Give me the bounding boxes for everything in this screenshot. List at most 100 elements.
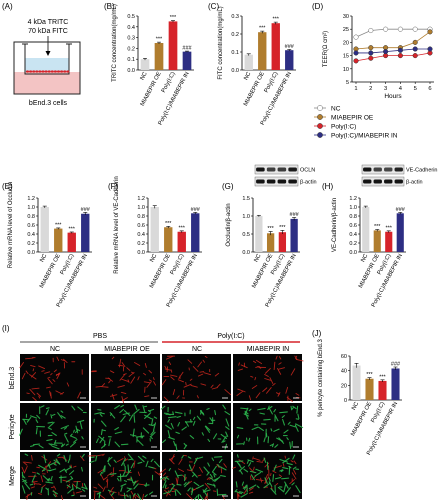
signal-red-0-1-39: [107, 377, 113, 382]
row-label-merge: Merge: [9, 466, 16, 486]
signal-green-2-1-20: [133, 483, 139, 490]
signal-green-2-2-42: [163, 491, 170, 495]
signal-green-2-1-16: [123, 480, 128, 482]
signal-red-2-3-8: [264, 476, 270, 484]
signal-green-2-2-21: [165, 477, 170, 480]
signal-green-2-1-39: [113, 459, 117, 463]
signal-green-2-2-12: [171, 483, 176, 487]
signal-red-0-1-34: [120, 391, 127, 394]
panel-letter-e: (E): [2, 182, 13, 191]
insert-medium: [25, 58, 69, 72]
signal-green-2-1-45: [122, 471, 126, 477]
chart-j: (J) 0 20 40 60 % pericyte containing bEnd.3 NC…: [312, 329, 402, 456]
signal-red-0-1-20: [100, 386, 109, 388]
point-poly-i-c-miabepir-in-1: [368, 50, 374, 56]
chart-b: (B) 0.0 0.1 0.2 0.3 0.4 0.5 TRITC concentration…: [104, 2, 194, 126]
signal-green-1-2-45: [172, 411, 174, 416]
signal-green-2-2-13: [187, 456, 192, 459]
signal-green-1-2-26: [213, 433, 218, 440]
y-tick-label-d-1: 10: [343, 67, 349, 73]
signal-green-2-0-16: [81, 466, 83, 472]
signal-red-2-1-4: [133, 460, 136, 469]
signal-green-2-3-17: [240, 493, 248, 498]
signal-green-2-3-32: [282, 467, 289, 470]
signal-red-0-0-16: [49, 390, 51, 397]
bar-g-poly-i-c-miabepir-in: [290, 218, 298, 252]
signal-red-0-1-21: [126, 367, 131, 371]
y-tick-label-d-2: 15: [343, 54, 349, 60]
signal-red-0-1-32: [130, 371, 135, 374]
signal-red-0-2-24: [190, 384, 198, 388]
legend-d: NC MIABEPIR OE Poly(I:C) Poly(I:C)/MIABEPIR…: [314, 105, 398, 139]
cell-layer: [25, 70, 70, 73]
signal-green-1-3-0: [243, 441, 245, 446]
signal-red-0-2-20: [170, 374, 178, 377]
signal-green-1-0-44: [46, 438, 53, 442]
signal-red-0-3-35: [253, 360, 257, 364]
x-tick-label-j-nc: NC: [351, 401, 360, 411]
panel-letter-c: (C): [208, 2, 219, 11]
signal-green-1-0-23: [36, 414, 41, 419]
bar-b-poly-i-c-miabepir-in: [182, 51, 192, 70]
signal-red-2-3-29: [238, 459, 246, 465]
signal-green-1-2-32: [222, 404, 226, 410]
y-axis-label-j: % pericyte containing bEnd.3: [318, 338, 324, 416]
signal-green-1-2-29: [160, 405, 166, 410]
signal-red-0-3-38: [275, 392, 280, 395]
signal-green-2-2-19: [203, 466, 210, 474]
cell-dot-7: [47, 70, 51, 73]
signal-green-1-1-19: [128, 414, 134, 422]
signal-red-0-3-33: [237, 368, 244, 371]
signal-green-1-0-2: [48, 421, 55, 428]
transwell-icon: [13, 41, 81, 95]
signal-red-2-3-27: [252, 456, 254, 460]
signal-green-2-1-42: [148, 466, 155, 469]
signal-red-0-2-16: [192, 366, 199, 372]
signal-green-2-3-14: [270, 487, 277, 495]
signal-green-1-0-34: [51, 432, 57, 436]
x-tick-label-g-nc: NC: [253, 253, 262, 263]
signal-green-1-3-3: [258, 426, 264, 432]
y-tick-label-g-2: 1.0: [242, 214, 250, 220]
point-poly-i-c-1: [368, 55, 374, 61]
signal-red-0-3-11: [237, 388, 246, 393]
signal-red-0-3-20: [250, 375, 254, 378]
signal-red-2-0-9: [53, 485, 57, 490]
signal-red-2-3-17: [290, 460, 294, 463]
signal-red-2-1-9: [100, 474, 104, 480]
signal-green-1-1-7: [100, 428, 103, 436]
signal-green-1-1-21: [101, 420, 107, 427]
signal-red-2-1-16: [106, 479, 109, 488]
signal-green-1-3-32: [276, 437, 284, 442]
signal-red-2-3-38: [253, 466, 255, 471]
point-nc-4: [412, 26, 418, 32]
signal-green-1-0-11: [57, 412, 63, 419]
point-poly-i-c-miabepir-in-3: [397, 47, 403, 53]
signal-green-1-1-45: [142, 405, 146, 413]
signal-green-1-2-14: [167, 416, 177, 419]
signal-red-0-3-2: [262, 387, 268, 392]
signal-green-1-1-37: [97, 409, 102, 411]
dose-arrow-head: [45, 51, 51, 56]
signal-green-2-0-53: [52, 490, 58, 495]
signal-green-1-1-41: [134, 404, 138, 411]
signal-red-2-3-4: [249, 487, 254, 491]
panel-letter-b: (B): [104, 2, 115, 11]
signal-green-2-3-13: [292, 466, 297, 470]
signal-green-2-0-5: [64, 467, 72, 472]
signal-green-2-1-15: [130, 476, 134, 484]
lower-medium: [14, 72, 80, 94]
signal-green-2-0-10: [21, 485, 26, 494]
blot-band-h-1-2: [384, 179, 393, 184]
chart-h: (H) 0.0 0.2 0.4 0.6 0.8 1.0 1.2 VE-Cadherin/β-ac…: [322, 164, 438, 308]
blot-band-g-1-3: [288, 179, 297, 184]
signal-red-0-0-13: [30, 364, 36, 368]
y-axis-label-b: TRITC concentration(mg/mL): [112, 4, 118, 82]
signal-red-2-2-15: [216, 464, 220, 468]
signal-green-2-2-50: [203, 487, 208, 493]
panel-letter-h: (H): [322, 182, 333, 191]
signal-red-0-0-21: [30, 372, 37, 378]
signal-green-2-2-4: [188, 464, 193, 471]
y-axis-label-h: VE-Cadherin/β-actin: [332, 198, 338, 252]
